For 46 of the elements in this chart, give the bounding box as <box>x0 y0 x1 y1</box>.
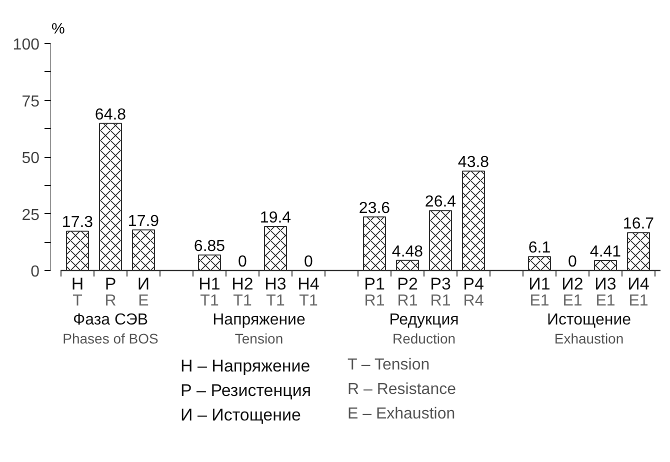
text: Р – Резистенция <box>180 381 312 400</box>
y-tick-label: 0 <box>30 264 40 280</box>
data-label: 0 <box>568 254 578 270</box>
x-tick-label: Н1 T1 <box>198 274 220 310</box>
y-tick-label: 50 <box>22 150 40 167</box>
data-label: 6.1 <box>528 240 551 257</box>
data-label: 0 <box>238 254 248 270</box>
data-label: 4.48 <box>392 243 424 260</box>
text: R – Resistance <box>348 381 456 398</box>
text: Напряжение Tension <box>212 312 306 346</box>
y-tick-label: 100 <box>12 36 40 54</box>
text: T – Tension <box>348 356 430 374</box>
text: E – Exhaustion <box>348 406 456 422</box>
x-tick-label: Р2 R1 <box>397 274 418 310</box>
y-axis-title: % <box>52 20 65 38</box>
data-label: 64.8 <box>94 106 126 124</box>
x-tick-label: Н4 T1 <box>298 274 320 310</box>
text: И – Истощение <box>180 406 301 424</box>
x-tick-label: Р4 R4 <box>463 274 484 310</box>
text: Н – Напряжение <box>180 356 310 376</box>
data-label: 26.4 <box>424 194 456 211</box>
text: Фаза СЭВ Phases of BOS <box>62 312 158 346</box>
y-tick-label: 75 <box>22 93 40 110</box>
x-tick-label: И4 E1 <box>628 274 650 310</box>
x-tick-label: Н T <box>71 274 84 310</box>
x-tick-label: Н3 T1 <box>264 274 286 310</box>
data-label: 43.8 <box>458 154 490 172</box>
data-label: 23.6 <box>358 200 390 217</box>
x-tick-label: И3 E1 <box>594 274 616 310</box>
text: Истощение Exhaustion <box>546 312 632 346</box>
y-tick-label: 25 <box>22 206 40 224</box>
data-label: 0 <box>304 254 314 270</box>
data-label: 6.85 <box>194 238 226 255</box>
data-label: 4.41 <box>590 243 622 260</box>
x-tick-label: Р3 R1 <box>430 274 451 310</box>
x-tick-label: Р1 R1 <box>364 274 385 310</box>
x-tick-label: Р R <box>104 274 116 310</box>
x-tick-label: Н2 T1 <box>232 274 254 310</box>
text: Редукция Reduction <box>389 312 459 346</box>
data-label: 19.4 <box>260 209 292 226</box>
data-label: 17.9 <box>128 212 160 230</box>
data-label: 17.3 <box>62 214 94 232</box>
data-label: 16.7 <box>622 216 654 233</box>
x-tick-label: И1 E1 <box>528 274 550 310</box>
x-tick-label: И E <box>137 274 150 310</box>
x-tick-label: И2 E1 <box>562 274 584 310</box>
